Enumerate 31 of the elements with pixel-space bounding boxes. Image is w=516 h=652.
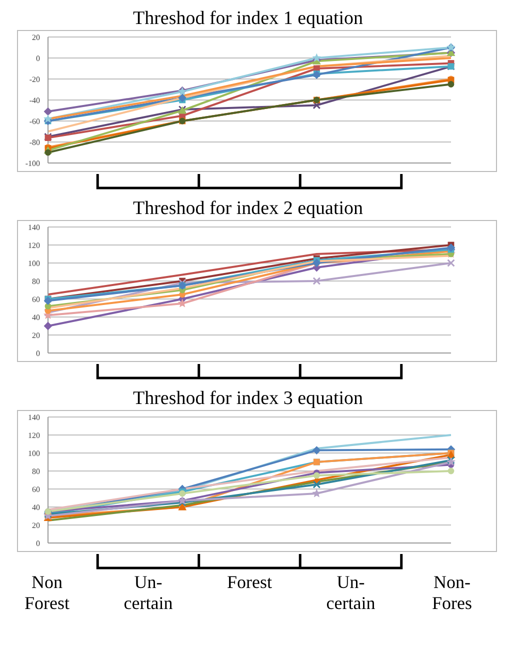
- y-tick-label: 0: [36, 54, 40, 63]
- text: Non-Fores: [431, 572, 473, 614]
- y-tick-label: -100: [25, 158, 40, 168]
- y-tick-label: 80: [32, 466, 40, 476]
- text: Un-certain: [325, 572, 376, 614]
- chart-title: Threshod for index 1 equation: [132, 8, 364, 30]
- y-tick-label: 40: [32, 502, 40, 512]
- y-tick-label: 0: [36, 348, 40, 358]
- chart-title: Threshod for index 2 equation: [132, 198, 364, 220]
- text: Un-certain: [122, 572, 174, 614]
- y-tick-label: 100: [28, 448, 40, 458]
- y-tick-label: 140: [28, 412, 40, 422]
- chart-title: Threshod for index 3 equation: [132, 388, 364, 410]
- y-tick-label: 140: [28, 222, 40, 232]
- y-tick-label: 120: [28, 430, 40, 440]
- y-tick-label: -60: [29, 116, 40, 126]
- y-tick-label: 120: [28, 240, 40, 250]
- y-tick-label: 80: [32, 276, 40, 286]
- text: Non Forest: [24, 572, 70, 614]
- y-tick-label: -20: [29, 74, 40, 84]
- y-tick-label: 0: [36, 538, 40, 548]
- y-tick-label: 20: [32, 520, 40, 530]
- y-tick-label: 60: [32, 294, 40, 304]
- y-tick-label: 20: [32, 32, 40, 42]
- y-tick-label: 20: [32, 330, 40, 340]
- y-tick-label: -80: [29, 138, 40, 147]
- y-tick-label: 100: [28, 258, 40, 268]
- text: Forest: [226, 572, 273, 593]
- y-tick-label: 40: [32, 312, 40, 322]
- y-tick-label: 60: [32, 484, 40, 494]
- y-tick-label: -40: [29, 96, 40, 105]
